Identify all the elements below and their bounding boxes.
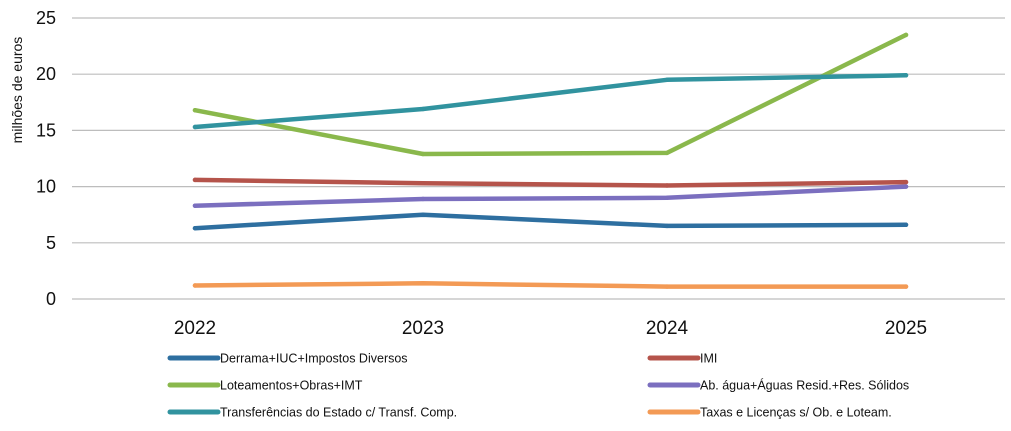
legend-label: Loteamentos+Obras+IMT	[220, 379, 363, 393]
data-point	[420, 151, 426, 157]
y-tick-label: 10	[36, 177, 56, 197]
series-line-6	[192, 281, 909, 289]
data-point	[420, 281, 426, 286]
data-point	[192, 283, 198, 288]
series-line-4	[192, 184, 909, 208]
data-point	[664, 195, 670, 200]
legend-label: Derrama+IUC+Impostos Diversos	[220, 352, 408, 366]
data-point	[903, 179, 909, 185]
y-axis-label: milhões de euros	[9, 37, 25, 144]
data-point	[192, 108, 198, 113]
y-tick-label: 15	[36, 120, 56, 140]
gridlines	[72, 17, 1005, 300]
data-point	[664, 77, 670, 83]
series-line-2	[192, 177, 909, 188]
data-point	[903, 184, 909, 189]
x-tick-label: 2025	[885, 318, 927, 339]
y-tick-label: 20	[36, 64, 56, 84]
y-tick-label: 25	[36, 8, 56, 28]
data-point	[192, 124, 198, 130]
legend-label: Transferências do Estado c/ Transf. Comp…	[220, 406, 457, 420]
data-point	[903, 32, 909, 38]
legend-label: Taxas e Licenças s/ Ob. e Loteam.	[700, 406, 892, 420]
y-tick-label: 0	[46, 289, 56, 309]
legend-label: IMI	[700, 352, 717, 366]
data-point	[903, 284, 909, 289]
data-point	[664, 223, 670, 229]
series-line-5	[192, 73, 909, 130]
legend-label: Ab. água+Águas Resid.+Res. Sólidos	[700, 378, 909, 393]
data-point	[903, 73, 909, 78]
data-point	[192, 177, 198, 183]
data-point	[664, 183, 670, 188]
series-line-1	[192, 212, 909, 231]
series-line-3	[192, 32, 909, 157]
data-point	[903, 222, 909, 227]
legend: Derrama+IUC+Impostos Diversos IMI Loteamen…	[167, 352, 909, 420]
series-lines	[192, 32, 909, 289]
y-tick-label: 5	[46, 233, 56, 253]
data-point	[192, 226, 198, 231]
x-tick-label: 2024	[646, 318, 689, 339]
x-tick-label: 2023	[402, 318, 444, 339]
data-point	[664, 284, 670, 289]
data-point	[420, 106, 426, 112]
x-tick-label: 2022	[174, 318, 216, 339]
data-point	[420, 196, 426, 202]
x-axis-ticks: 2022 2023 2024 2025	[174, 318, 927, 339]
data-point	[420, 181, 426, 186]
data-point	[664, 150, 670, 156]
data-point	[192, 203, 198, 208]
y-axis-ticks: 0 5 10 15 20 25	[36, 8, 56, 309]
data-point	[420, 212, 426, 217]
